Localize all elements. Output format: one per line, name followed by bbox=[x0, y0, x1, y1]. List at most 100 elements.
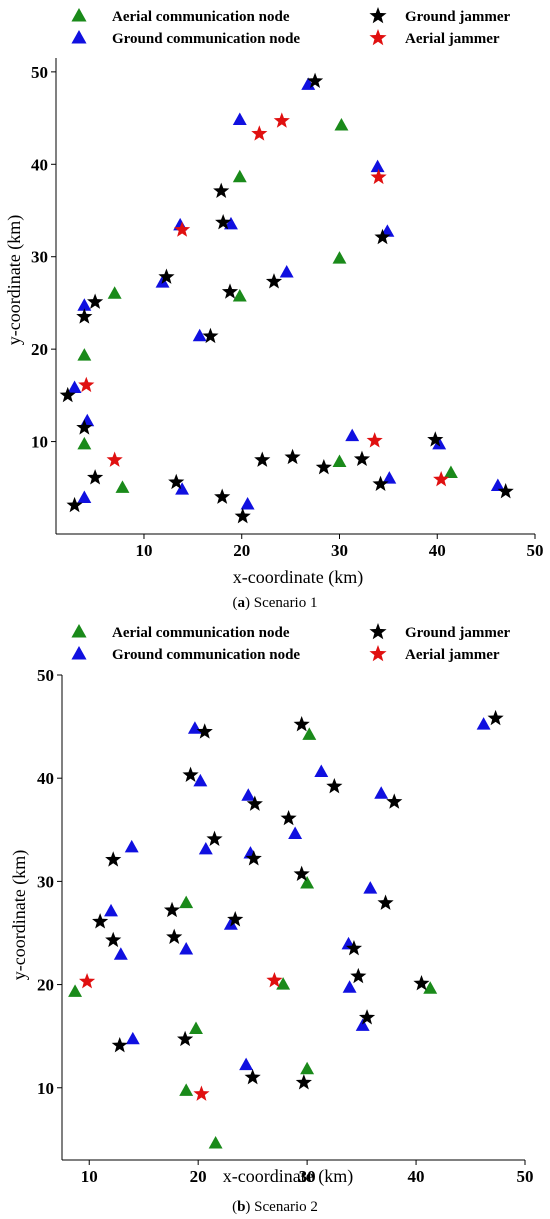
legend-a-aerial-node-label: Aerial communication node bbox=[112, 9, 290, 25]
point-ground-communication-node-b bbox=[374, 786, 389, 799]
point-aerial-jammer-a bbox=[78, 376, 95, 393]
x-tick-label-a: 20 bbox=[233, 541, 250, 560]
legend-b-aerial-jammer: Aerial jammer bbox=[369, 645, 500, 663]
x-axis-title-a: x-coordinate (km) bbox=[233, 567, 363, 588]
plot-area-b: 10 20 30 40 50 10 20 30 40 50 bbox=[37, 666, 534, 1186]
x-tick-label-a: 40 bbox=[429, 541, 446, 560]
x-tick-label-a: 30 bbox=[331, 541, 348, 560]
point-ground-communication-node-a bbox=[370, 159, 385, 173]
point-ground-communication-node-b bbox=[198, 841, 213, 855]
point-ground-jammer-a bbox=[284, 448, 301, 465]
x-tick-label-b: 50 bbox=[517, 1167, 534, 1186]
point-ground-jammer-a bbox=[158, 268, 175, 284]
legend-b-ground-node: Ground communication node bbox=[71, 645, 300, 663]
point-ground-jammer-b bbox=[487, 709, 504, 726]
legend-b-aerial-node-marker bbox=[71, 623, 87, 638]
x-tick-label-a: 50 bbox=[527, 541, 544, 560]
point-aerial-jammer-b bbox=[78, 972, 96, 989]
point-ground-communication-node-b bbox=[288, 826, 303, 839]
point-ground-jammer-a bbox=[374, 228, 391, 245]
point-aerial-communication-node-b bbox=[302, 727, 317, 740]
legend-a-ground-node-label: Ground communication node bbox=[112, 31, 300, 47]
point-ground-jammer-b bbox=[177, 1030, 194, 1047]
point-ground-communication-node-b bbox=[179, 942, 194, 955]
point-ground-communication-node-a bbox=[77, 298, 92, 311]
legend-a-ground-jammer-label: Ground jammer bbox=[405, 9, 510, 25]
point-ground-communication-node-a bbox=[240, 496, 255, 510]
y-tick-label-a: 40 bbox=[31, 155, 48, 174]
point-ground-communication-node-a bbox=[279, 264, 294, 278]
point-ground-communication-node-b bbox=[355, 1018, 370, 1031]
point-aerial-communication-node-a bbox=[232, 289, 247, 302]
point-ground-jammer-b bbox=[358, 1009, 376, 1025]
point-ground-communication-node-a bbox=[77, 490, 92, 503]
point-ground-jammer-a bbox=[427, 431, 444, 447]
caption-a-label: a bbox=[238, 595, 246, 611]
point-ground-communication-node-a bbox=[67, 380, 82, 394]
point-ground-communication-node-b bbox=[363, 881, 378, 894]
point-ground-jammer-a bbox=[202, 327, 219, 344]
y-tick-label-b: 30 bbox=[37, 872, 54, 891]
legend-a-aerial-jammer-label: Aerial jammer bbox=[405, 31, 500, 47]
y-tick-label-a: 20 bbox=[31, 340, 48, 359]
point-ground-communication-node-b bbox=[314, 764, 329, 778]
panel-a: Aerial communication node Ground communi… bbox=[4, 7, 544, 611]
point-ground-jammer-a bbox=[315, 458, 332, 475]
point-ground-jammer-b bbox=[163, 901, 181, 918]
point-aerial-communication-node-a bbox=[232, 169, 247, 183]
point-ground-jammer-a bbox=[76, 308, 93, 324]
point-ground-jammer-b bbox=[244, 1068, 261, 1085]
point-ground-jammer-a bbox=[254, 451, 271, 467]
point-ground-jammer-a bbox=[497, 482, 514, 499]
caption-b-label: b bbox=[237, 1199, 245, 1215]
point-ground-jammer-b bbox=[293, 716, 310, 732]
point-aerial-jammer-b bbox=[193, 1085, 210, 1101]
point-ground-jammer-a bbox=[234, 507, 251, 524]
point-aerial-jammer-a bbox=[366, 432, 383, 448]
point-aerial-communication-node-b bbox=[179, 895, 194, 909]
legend-a: Aerial communication node Ground communi… bbox=[71, 7, 510, 47]
point-ground-jammer-a bbox=[265, 273, 283, 289]
point-ground-communication-node-a bbox=[192, 328, 207, 342]
point-ground-communication-node-b bbox=[187, 721, 202, 734]
point-aerial-communication-node-b bbox=[423, 981, 438, 994]
point-ground-jammer-b bbox=[105, 931, 122, 948]
point-aerial-communication-node-a bbox=[332, 251, 347, 264]
point-ground-jammer-b bbox=[345, 939, 363, 956]
point-aerial-communication-node-b bbox=[300, 876, 315, 889]
point-ground-jammer-b bbox=[111, 1036, 128, 1053]
point-ground-jammer-b bbox=[196, 723, 213, 739]
legend-a-ground-jammer: Ground jammer bbox=[369, 7, 510, 25]
point-ground-jammer-a bbox=[87, 293, 104, 309]
point-aerial-communication-node-a bbox=[77, 436, 92, 450]
point-ground-jammer-a bbox=[221, 283, 239, 299]
y-axis-title-a: y-coordinate (km) bbox=[4, 215, 25, 345]
point-ground-communication-node-a bbox=[175, 482, 190, 495]
point-aerial-communication-node-b bbox=[179, 1083, 194, 1096]
point-aerial-jammer-a bbox=[273, 112, 290, 128]
point-aerial-jammer-a bbox=[174, 221, 191, 237]
point-ground-jammer-b bbox=[293, 865, 310, 882]
legend-a-aerial-jammer: Aerial jammer bbox=[369, 29, 500, 47]
x-tick-label-b: 10 bbox=[81, 1167, 98, 1186]
point-ground-jammer-a bbox=[76, 419, 93, 435]
caption-b: (b) Scenario 2 bbox=[232, 1199, 318, 1215]
point-aerial-jammer-a bbox=[433, 470, 450, 487]
y-tick-label-a: 10 bbox=[31, 433, 48, 452]
x-tick-label-b: 30 bbox=[299, 1167, 316, 1186]
point-ground-jammer-b bbox=[105, 851, 122, 867]
legend-b-ground-node-marker bbox=[71, 645, 87, 660]
point-ground-communication-node-b bbox=[223, 917, 238, 930]
point-ground-jammer-a bbox=[214, 488, 231, 504]
point-ground-jammer-b bbox=[295, 1074, 312, 1090]
panel-b: Aerial communication node Ground communi… bbox=[9, 623, 534, 1215]
caption-b-text: Scenario 2 bbox=[250, 1199, 317, 1215]
legend-b-ground-node-label: Ground communication node bbox=[112, 647, 300, 663]
point-ground-jammer-b bbox=[326, 777, 343, 794]
legend-b-ground-jammer-label: Ground jammer bbox=[405, 625, 510, 641]
legend-b-aerial-node: Aerial communication node bbox=[71, 623, 290, 641]
legend-a-aerial-node-marker bbox=[71, 7, 87, 22]
y-tick-label-a: 50 bbox=[31, 63, 48, 82]
point-ground-jammer-b bbox=[350, 967, 367, 984]
